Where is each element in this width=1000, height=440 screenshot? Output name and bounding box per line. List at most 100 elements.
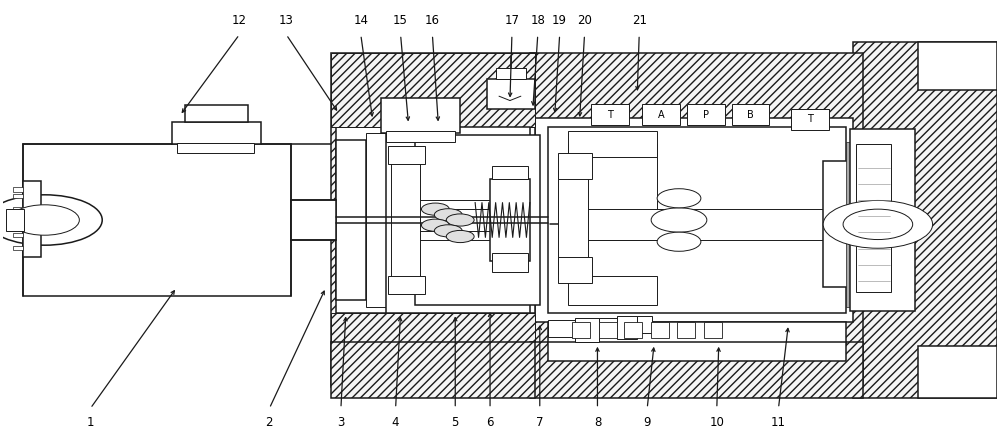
Bar <box>388 276 425 294</box>
Bar <box>599 322 617 338</box>
Text: 20: 20 <box>577 14 592 27</box>
Text: 2: 2 <box>266 416 273 429</box>
Bar <box>6 209 24 231</box>
Bar <box>624 322 642 338</box>
Bar <box>386 127 530 313</box>
Circle shape <box>446 214 474 226</box>
Bar <box>568 144 657 239</box>
Bar <box>918 42 997 90</box>
Text: 6: 6 <box>486 416 494 429</box>
Text: 11: 11 <box>771 416 786 429</box>
Bar <box>530 341 863 398</box>
Bar <box>13 246 23 250</box>
Bar <box>331 53 535 387</box>
Bar <box>490 179 530 261</box>
Bar <box>388 146 425 164</box>
Bar <box>13 233 23 237</box>
Text: 19: 19 <box>552 14 567 27</box>
Bar <box>13 194 23 198</box>
Text: 21: 21 <box>632 14 647 27</box>
Bar <box>558 170 588 274</box>
Text: 12: 12 <box>232 14 247 27</box>
Bar <box>366 133 386 307</box>
Text: 14: 14 <box>353 14 368 27</box>
Bar <box>291 201 336 239</box>
Bar <box>651 322 669 338</box>
Circle shape <box>651 208 707 232</box>
Bar <box>530 53 863 387</box>
Text: 16: 16 <box>425 14 440 27</box>
Bar <box>13 207 23 211</box>
Bar <box>558 153 592 179</box>
Circle shape <box>421 203 449 215</box>
Bar <box>677 322 695 338</box>
Text: 9: 9 <box>643 416 651 429</box>
Text: A: A <box>658 110 664 120</box>
Text: 4: 4 <box>392 416 399 429</box>
Text: 8: 8 <box>594 416 601 429</box>
Bar <box>823 161 848 287</box>
Bar <box>386 131 455 142</box>
Text: 15: 15 <box>393 14 408 27</box>
Text: 17: 17 <box>504 14 519 27</box>
Polygon shape <box>418 201 490 209</box>
Bar <box>548 320 578 337</box>
Bar <box>492 166 528 179</box>
Circle shape <box>657 189 701 208</box>
Bar <box>572 322 590 338</box>
Text: 13: 13 <box>279 14 294 27</box>
Bar <box>331 53 535 127</box>
Bar <box>381 99 460 133</box>
Bar <box>642 104 680 125</box>
Bar <box>13 220 23 224</box>
Bar <box>568 276 657 305</box>
Bar <box>853 42 997 398</box>
Bar <box>548 341 846 361</box>
Bar <box>732 104 769 125</box>
Bar <box>496 68 526 79</box>
Bar <box>850 129 915 311</box>
Bar <box>704 322 722 338</box>
Bar <box>687 104 725 125</box>
Bar <box>336 139 366 301</box>
Bar <box>791 109 829 130</box>
Bar <box>415 135 540 305</box>
Bar <box>617 315 637 340</box>
Bar <box>575 318 599 341</box>
Circle shape <box>843 209 913 239</box>
Circle shape <box>446 231 474 242</box>
Bar <box>23 181 41 257</box>
Polygon shape <box>418 231 490 239</box>
Bar <box>856 144 891 292</box>
Circle shape <box>823 201 933 248</box>
Bar <box>637 315 652 333</box>
Bar <box>548 127 846 313</box>
Circle shape <box>434 209 462 221</box>
Text: 5: 5 <box>452 416 459 429</box>
Text: 18: 18 <box>530 14 545 27</box>
Bar <box>487 79 535 109</box>
Circle shape <box>0 195 102 245</box>
Bar <box>331 313 535 387</box>
Circle shape <box>434 225 462 237</box>
Text: T: T <box>607 110 613 120</box>
Bar <box>331 341 535 398</box>
Circle shape <box>10 205 79 235</box>
Bar <box>23 144 291 296</box>
Text: 10: 10 <box>709 416 724 429</box>
Circle shape <box>657 232 701 251</box>
Text: P: P <box>703 110 709 120</box>
Bar <box>185 105 248 122</box>
Bar <box>568 131 657 157</box>
Bar <box>558 257 592 283</box>
Bar <box>591 104 629 125</box>
Bar <box>599 318 619 335</box>
Bar <box>172 122 261 144</box>
Bar <box>918 346 997 398</box>
Circle shape <box>421 219 449 231</box>
Bar <box>580 209 843 239</box>
Bar <box>391 157 420 283</box>
Bar <box>492 253 528 272</box>
Bar <box>846 142 851 307</box>
Text: B: B <box>747 110 754 120</box>
